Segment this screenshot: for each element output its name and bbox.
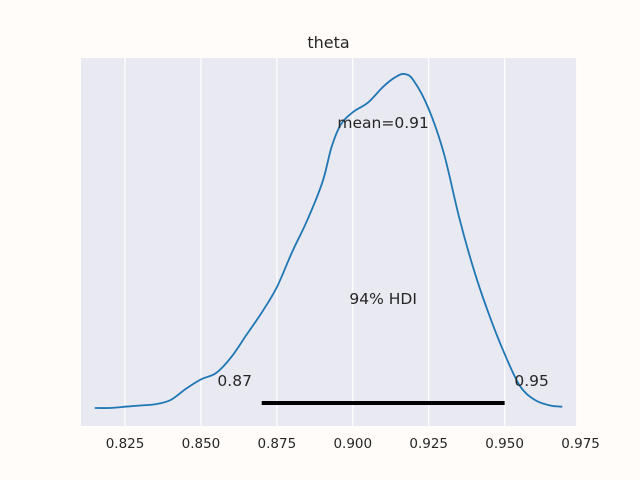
hdi-annotation: 94% HDI (349, 290, 417, 308)
x-tick-label: 0.950 (485, 436, 524, 452)
hdi-high-label: 0.95 (514, 372, 549, 390)
plot-area (81, 58, 576, 426)
x-tick-label: 0.975 (561, 436, 600, 452)
x-tick-label: 0.925 (409, 436, 448, 452)
x-tick-label: 0.825 (106, 436, 145, 452)
x-tick-label: 0.850 (182, 436, 221, 452)
mean-annotation: mean=0.91 (337, 114, 428, 132)
density-curve (94, 73, 563, 409)
x-tick-label: 0.900 (333, 436, 372, 452)
chart-title: theta (307, 33, 349, 52)
grid-lines (124, 58, 582, 426)
x-axis-ticks: 0.825 0.850 0.875 0.900 0.925 0.950 0.975 (106, 436, 600, 452)
hdi-low-label: 0.87 (217, 372, 252, 390)
x-tick-label: 0.875 (258, 436, 297, 452)
